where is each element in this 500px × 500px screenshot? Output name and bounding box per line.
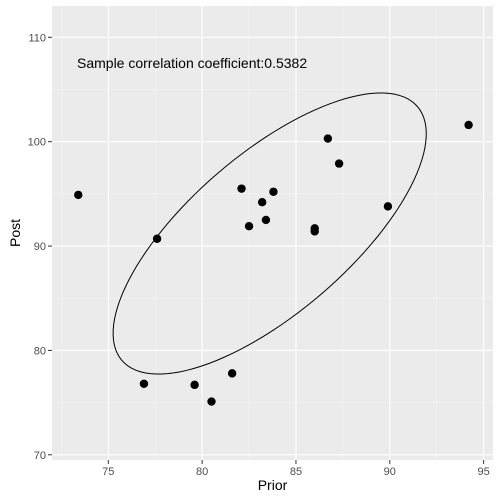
confidence-ellipse — [112, 92, 427, 375]
y-tick-label: 80 — [34, 345, 46, 357]
minor-gridlines — [52, 6, 493, 460]
data-point — [334, 159, 344, 168]
data-point — [244, 222, 254, 231]
data-point — [207, 397, 216, 406]
x-tick-label: 95 — [477, 466, 489, 478]
x-tick-label: 80 — [196, 466, 208, 478]
y-tick-label: 100 — [28, 137, 46, 149]
data-point — [190, 380, 199, 390]
x-tick-label: 85 — [290, 466, 302, 478]
y-tick-label: 110 — [28, 32, 46, 44]
major-gridlines — [52, 6, 493, 460]
y-axis-ticks: 70 80 90 100 110 — [28, 32, 52, 462]
data-point — [310, 227, 319, 236]
x-tick-label: 90 — [384, 466, 396, 478]
data-point — [269, 187, 278, 196]
data-point — [383, 202, 393, 211]
data-point — [74, 190, 83, 200]
data-point — [261, 215, 271, 225]
y-axis-title: Post — [7, 219, 23, 247]
y-tick-label: 70 — [34, 450, 46, 462]
plot-panel — [52, 6, 493, 460]
data-point — [139, 379, 149, 389]
data-point — [257, 198, 267, 207]
data-point — [323, 134, 333, 143]
data-point — [237, 184, 246, 193]
data-point — [464, 120, 473, 130]
x-tick-label: 75 — [102, 466, 114, 478]
x-axis-title: Prior — [258, 477, 288, 493]
correlation-annotation: Sample correlation coefficient:0.5382 — [77, 55, 307, 71]
data-point — [152, 234, 162, 243]
data-points — [74, 120, 473, 406]
data-point — [227, 369, 237, 378]
x-axis-ticks: 75 80 85 90 95 — [102, 460, 490, 478]
y-tick-label: 90 — [34, 241, 46, 253]
